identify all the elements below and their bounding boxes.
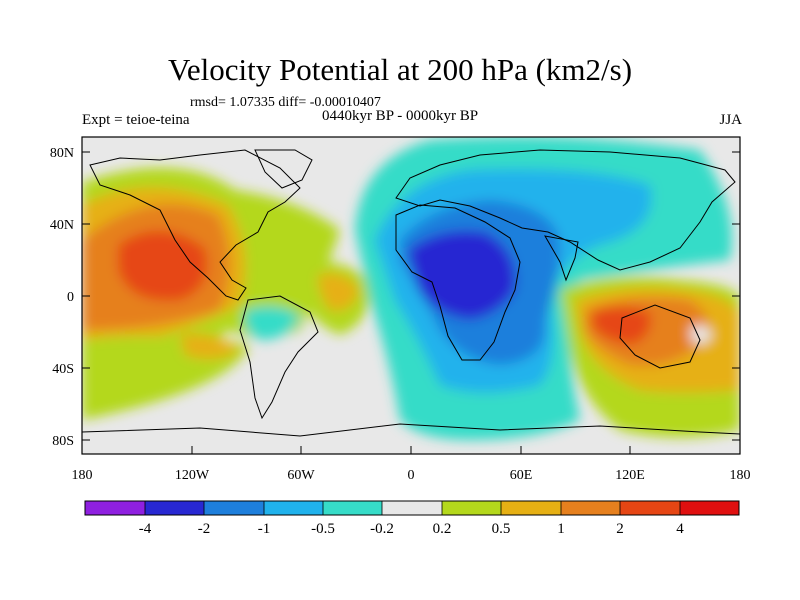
colorbar-label: -0.2: [370, 521, 394, 537]
coastlines: [82, 149, 740, 437]
eurasia-outline: [395, 149, 736, 271]
season-label: JJA: [719, 112, 742, 128]
stats-text: rmsd= 1.07335 diff= -0.00010407: [190, 95, 381, 110]
x-tick-label: 120E: [615, 468, 645, 483]
x-tick-marks: [81, 446, 741, 454]
x-tick-label: 0: [408, 468, 415, 483]
period-text: 0440kyr BP - 0000kyr BP: [321, 108, 479, 124]
x-tick-label: 60E: [510, 468, 533, 483]
india-outline: [544, 235, 579, 282]
colorbar-swatch: [442, 501, 501, 515]
x-tick-label: 120W: [175, 468, 210, 483]
colorbar-swatch: [620, 501, 680, 515]
colorbar-label: 0.5: [492, 521, 511, 537]
x-tick-label: 180: [72, 468, 93, 483]
colorbar-label: -2: [198, 521, 211, 537]
colorbar-label: 0.2: [433, 521, 452, 537]
colorbar-label: 2: [616, 521, 624, 537]
map-title: Velocity Potential at 200 hPa (km2/s): [167, 52, 633, 87]
colorbar-swatch: [561, 501, 620, 515]
australia-outline: [619, 304, 701, 369]
colorbar-swatch: [501, 501, 561, 515]
velocity-potential-field: [82, 137, 740, 454]
south-america-outline: [239, 295, 319, 420]
north-america-outline: [89, 149, 301, 301]
colorbar-label: -0.5: [311, 521, 335, 537]
colorbar: -4 -2 -1 -0.5 -0.2 0.2 0.5 1 2 4: [84, 500, 740, 537]
colorbar-swatch: [145, 501, 204, 515]
antarctica-outline: [82, 423, 740, 437]
colorbar-swatch: [264, 501, 323, 515]
y-tick-label: 40S: [52, 362, 74, 377]
colorbar-label: 4: [676, 521, 684, 537]
colorbar-label: -1: [258, 521, 271, 537]
colorbar-swatch: [85, 501, 145, 515]
colorbar-swatch: [382, 501, 442, 515]
colorbar-swatch: [323, 501, 382, 515]
y-tick-label: 80S: [52, 434, 74, 449]
colorbar-label: -4: [139, 521, 152, 537]
x-tick-label: 60W: [287, 468, 315, 483]
experiment-label: Expt = teioe-teina: [82, 112, 190, 128]
africa-outline: [395, 204, 521, 361]
greenland-outline: [254, 149, 313, 189]
y-tick-label: 40N: [50, 218, 74, 233]
x-tick-label: 180: [730, 468, 751, 483]
y-tick-marks: [82, 151, 740, 441]
y-tick-label: 80N: [50, 146, 74, 161]
colorbar-swatch: [204, 501, 264, 515]
y-tick-label: 0: [67, 290, 74, 305]
colorbar-swatch: [680, 501, 739, 515]
colorbar-label: 1: [557, 521, 565, 537]
